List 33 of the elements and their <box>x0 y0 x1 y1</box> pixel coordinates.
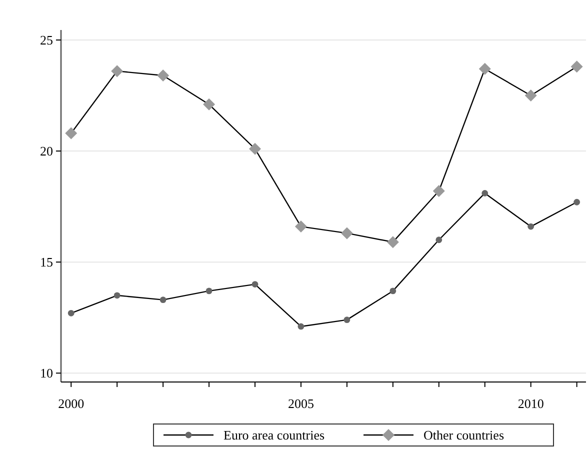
point <box>157 70 170 82</box>
x-tick-label: 2010 <box>518 396 544 411</box>
y-tick-label: 10 <box>40 366 53 381</box>
x-tick-label: 2000 <box>58 396 84 411</box>
point <box>249 142 261 155</box>
y-tick-label: 20 <box>40 144 53 159</box>
x-tick-label: 2005 <box>288 396 314 411</box>
point <box>160 296 166 304</box>
legend-label: Euro area countries <box>224 428 325 443</box>
point <box>482 190 488 196</box>
y-tick-label: 25 <box>40 32 53 48</box>
point <box>344 316 350 324</box>
point <box>524 90 537 102</box>
point <box>574 198 580 206</box>
y-tick-label: 15 <box>40 254 53 270</box>
point <box>114 292 120 299</box>
point <box>390 288 396 294</box>
point <box>68 310 74 316</box>
point <box>570 60 583 73</box>
point <box>298 323 304 330</box>
legend-label: Other countries <box>424 428 504 443</box>
point <box>478 62 491 75</box>
point <box>111 65 124 78</box>
point <box>436 236 442 244</box>
point <box>386 236 399 248</box>
point <box>432 185 445 198</box>
point <box>203 98 216 110</box>
point <box>252 281 258 288</box>
point <box>206 288 212 294</box>
point <box>65 127 78 140</box>
point <box>340 227 353 240</box>
point <box>528 223 534 230</box>
point <box>294 220 307 233</box>
